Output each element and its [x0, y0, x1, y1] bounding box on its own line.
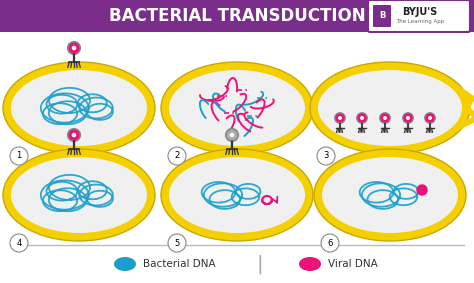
Circle shape: [69, 43, 79, 53]
FancyBboxPatch shape: [0, 0, 474, 32]
Circle shape: [321, 234, 339, 252]
Text: The Learning App: The Learning App: [396, 20, 444, 25]
Circle shape: [381, 114, 389, 122]
Circle shape: [417, 185, 427, 195]
Circle shape: [404, 114, 412, 122]
Circle shape: [10, 147, 28, 165]
Circle shape: [10, 234, 28, 252]
Circle shape: [73, 133, 75, 137]
Circle shape: [336, 114, 344, 122]
Text: Bacterial DNA: Bacterial DNA: [143, 259, 216, 269]
Circle shape: [357, 113, 367, 123]
Circle shape: [425, 113, 435, 123]
Circle shape: [226, 128, 238, 142]
Ellipse shape: [169, 157, 305, 233]
Circle shape: [361, 117, 363, 119]
Ellipse shape: [3, 149, 155, 241]
Text: 6: 6: [328, 239, 333, 248]
Text: Viral DNA: Viral DNA: [328, 259, 378, 269]
Ellipse shape: [169, 70, 305, 146]
Circle shape: [168, 147, 186, 165]
Ellipse shape: [11, 157, 147, 233]
Text: BYJU'S: BYJU'S: [402, 7, 438, 17]
Ellipse shape: [3, 62, 155, 154]
Circle shape: [230, 133, 234, 137]
Ellipse shape: [314, 149, 466, 241]
Ellipse shape: [322, 157, 458, 233]
Circle shape: [68, 128, 81, 142]
Text: B: B: [379, 12, 385, 20]
Text: 2: 2: [174, 151, 180, 160]
Circle shape: [380, 113, 390, 123]
Ellipse shape: [299, 257, 321, 271]
Text: 3: 3: [323, 151, 328, 160]
Circle shape: [403, 113, 413, 123]
FancyBboxPatch shape: [373, 5, 391, 27]
Circle shape: [69, 130, 79, 140]
Ellipse shape: [11, 70, 147, 146]
Circle shape: [358, 114, 366, 122]
Circle shape: [428, 117, 431, 119]
Ellipse shape: [318, 70, 462, 146]
Ellipse shape: [114, 257, 136, 271]
Ellipse shape: [161, 62, 313, 154]
Circle shape: [73, 46, 75, 50]
Circle shape: [407, 117, 410, 119]
Circle shape: [339, 117, 341, 119]
Circle shape: [383, 117, 386, 119]
Circle shape: [68, 42, 81, 54]
FancyBboxPatch shape: [368, 0, 470, 32]
Circle shape: [317, 147, 335, 165]
Ellipse shape: [161, 149, 313, 241]
Text: 5: 5: [174, 239, 180, 248]
Text: BACTERIAL TRANSDUCTION: BACTERIAL TRANSDUCTION: [109, 7, 365, 25]
Circle shape: [426, 114, 434, 122]
Circle shape: [168, 234, 186, 252]
Text: 1: 1: [17, 151, 22, 160]
Text: |: |: [257, 254, 264, 274]
Text: 4: 4: [17, 239, 22, 248]
Circle shape: [227, 130, 237, 140]
Circle shape: [335, 113, 345, 123]
Ellipse shape: [310, 62, 470, 154]
